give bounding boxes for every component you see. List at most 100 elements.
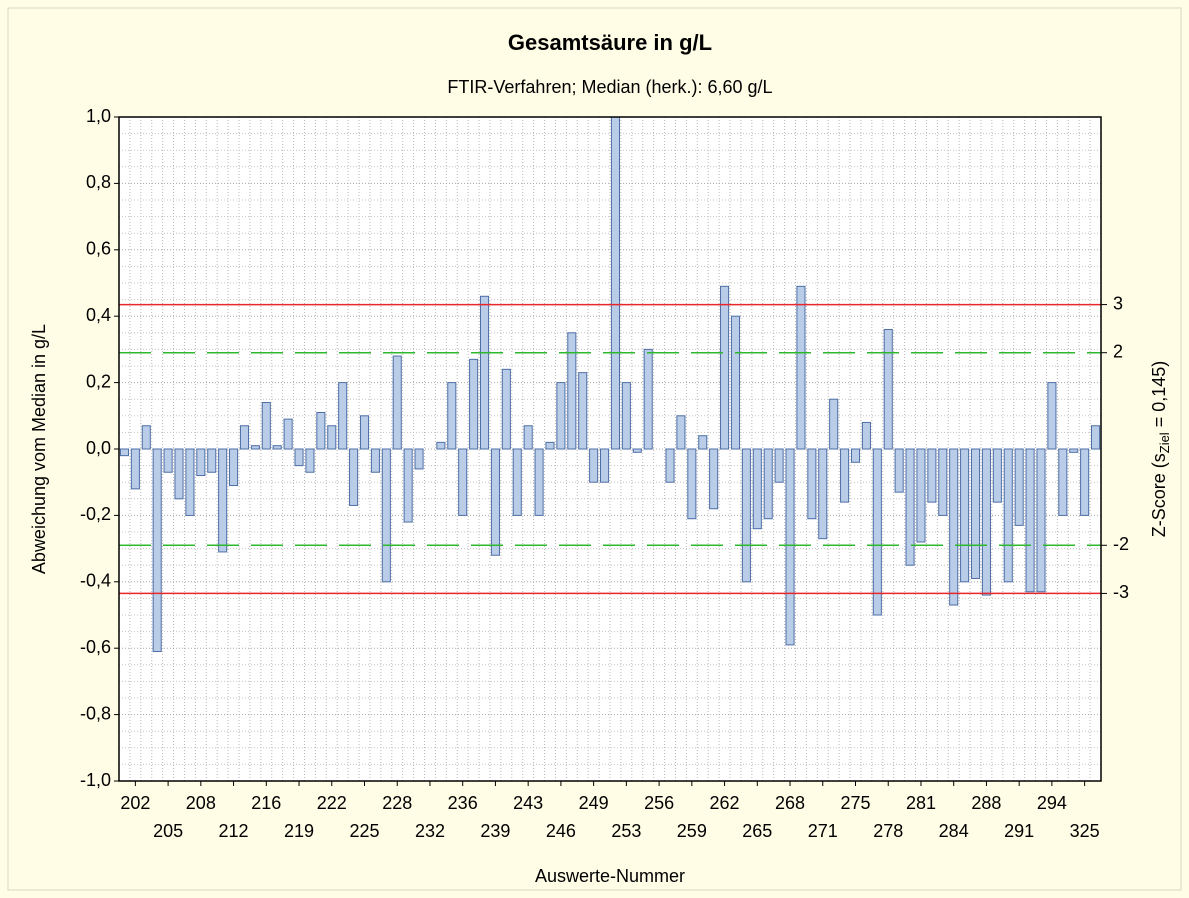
- x-tick-label: 294: [1037, 793, 1067, 813]
- bar: [174, 448, 184, 500]
- bar: [229, 448, 239, 487]
- x-tick-label: 228: [382, 793, 412, 813]
- x-tick-label: 291: [1004, 821, 1034, 841]
- bar: [130, 448, 140, 490]
- bar: [1080, 448, 1090, 516]
- x-axis-label: Auswerte-Nummer: [535, 866, 685, 886]
- bar: [567, 332, 577, 450]
- x-tick-label: 281: [906, 793, 936, 813]
- bar: [938, 448, 948, 516]
- y-tick-label: -0,8: [80, 703, 111, 723]
- plot-border: [118, 116, 1102, 782]
- bar: [294, 448, 304, 467]
- bar: [523, 425, 533, 450]
- bar: [152, 448, 162, 653]
- bar: [621, 382, 631, 450]
- bar: [676, 415, 686, 450]
- bar: [512, 448, 522, 516]
- bar: [872, 448, 882, 616]
- x-tick-label: 249: [579, 793, 609, 813]
- plot-area: [119, 117, 1101, 781]
- y-tick-label: 0,4: [86, 305, 111, 325]
- x-tick-label: 253: [611, 821, 641, 841]
- bar: [218, 448, 228, 553]
- bar: [578, 372, 588, 450]
- bar: [741, 448, 751, 583]
- bar: [861, 421, 871, 450]
- bar: [327, 425, 337, 450]
- bar: [785, 448, 795, 646]
- bar: [501, 368, 511, 450]
- x-tick-label: 259: [677, 821, 707, 841]
- x-tick-label: 268: [775, 793, 805, 813]
- bar: [709, 448, 719, 510]
- bar: [479, 295, 490, 450]
- bar: [370, 448, 380, 473]
- bar: [949, 448, 959, 606]
- bar: [927, 448, 937, 503]
- y-tick-label: 0,8: [86, 172, 111, 192]
- x-tick-label: 243: [513, 793, 543, 813]
- bar: [894, 448, 904, 493]
- x-tick-label: 288: [971, 793, 1001, 813]
- y2-tick-label: -3: [1113, 582, 1129, 602]
- bar: [1025, 448, 1035, 593]
- bar: [239, 425, 250, 450]
- bar: [840, 448, 850, 503]
- bar: [730, 315, 741, 450]
- bar: [381, 448, 391, 583]
- bar: [665, 448, 675, 483]
- bar: [349, 448, 359, 506]
- bar: [458, 448, 468, 516]
- bar: [261, 402, 271, 450]
- bar: [960, 448, 970, 583]
- bar: [141, 425, 151, 450]
- y2-label-part: = 0,145): [1149, 361, 1169, 433]
- y-tick-label: -0,6: [80, 637, 111, 657]
- bar: [283, 418, 293, 450]
- bar: [196, 448, 206, 477]
- x-tick-label: 225: [349, 821, 379, 841]
- y2-label-sub: Ziel: [1157, 432, 1172, 453]
- y-tick-label: 1,0: [86, 106, 111, 126]
- bar: [720, 285, 730, 450]
- bar: [981, 448, 991, 596]
- y-tick-label: 0,6: [86, 239, 111, 259]
- bar: [163, 448, 173, 473]
- bar: [796, 285, 806, 450]
- x-tick-label: 219: [284, 821, 314, 841]
- bar: [610, 116, 620, 450]
- y-tick-label: -1,0: [80, 770, 111, 790]
- x-tick-label: 284: [939, 821, 969, 841]
- bar: [272, 445, 282, 450]
- bar: [469, 358, 479, 450]
- bar: [207, 448, 217, 473]
- x-tick-label: 222: [317, 793, 347, 813]
- bar: [556, 382, 566, 450]
- bar: [490, 448, 500, 556]
- bar: [850, 448, 861, 463]
- x-tick-label: 275: [840, 793, 870, 813]
- bar: [752, 448, 762, 530]
- bar: [829, 398, 839, 450]
- bar: [338, 382, 348, 450]
- bar: [992, 448, 1002, 503]
- x-tick-label: 271: [808, 821, 838, 841]
- bar: [1036, 448, 1046, 593]
- bar: [818, 448, 828, 540]
- y2-tick-label: -2: [1113, 534, 1129, 554]
- x-tick-label: 216: [251, 793, 281, 813]
- x-tick-label: 256: [644, 793, 674, 813]
- bar: [414, 448, 424, 470]
- bar: [403, 448, 413, 523]
- y2-axis-label: Z-Score (sZiel = 0,145): [1149, 361, 1173, 538]
- bar: [1047, 382, 1057, 450]
- bar: [1069, 448, 1079, 453]
- bar: [316, 411, 326, 450]
- y-tick-label: 0,0: [86, 438, 111, 458]
- x-tick-label: 202: [120, 793, 150, 813]
- bar: [1014, 448, 1024, 526]
- bar: [250, 445, 260, 450]
